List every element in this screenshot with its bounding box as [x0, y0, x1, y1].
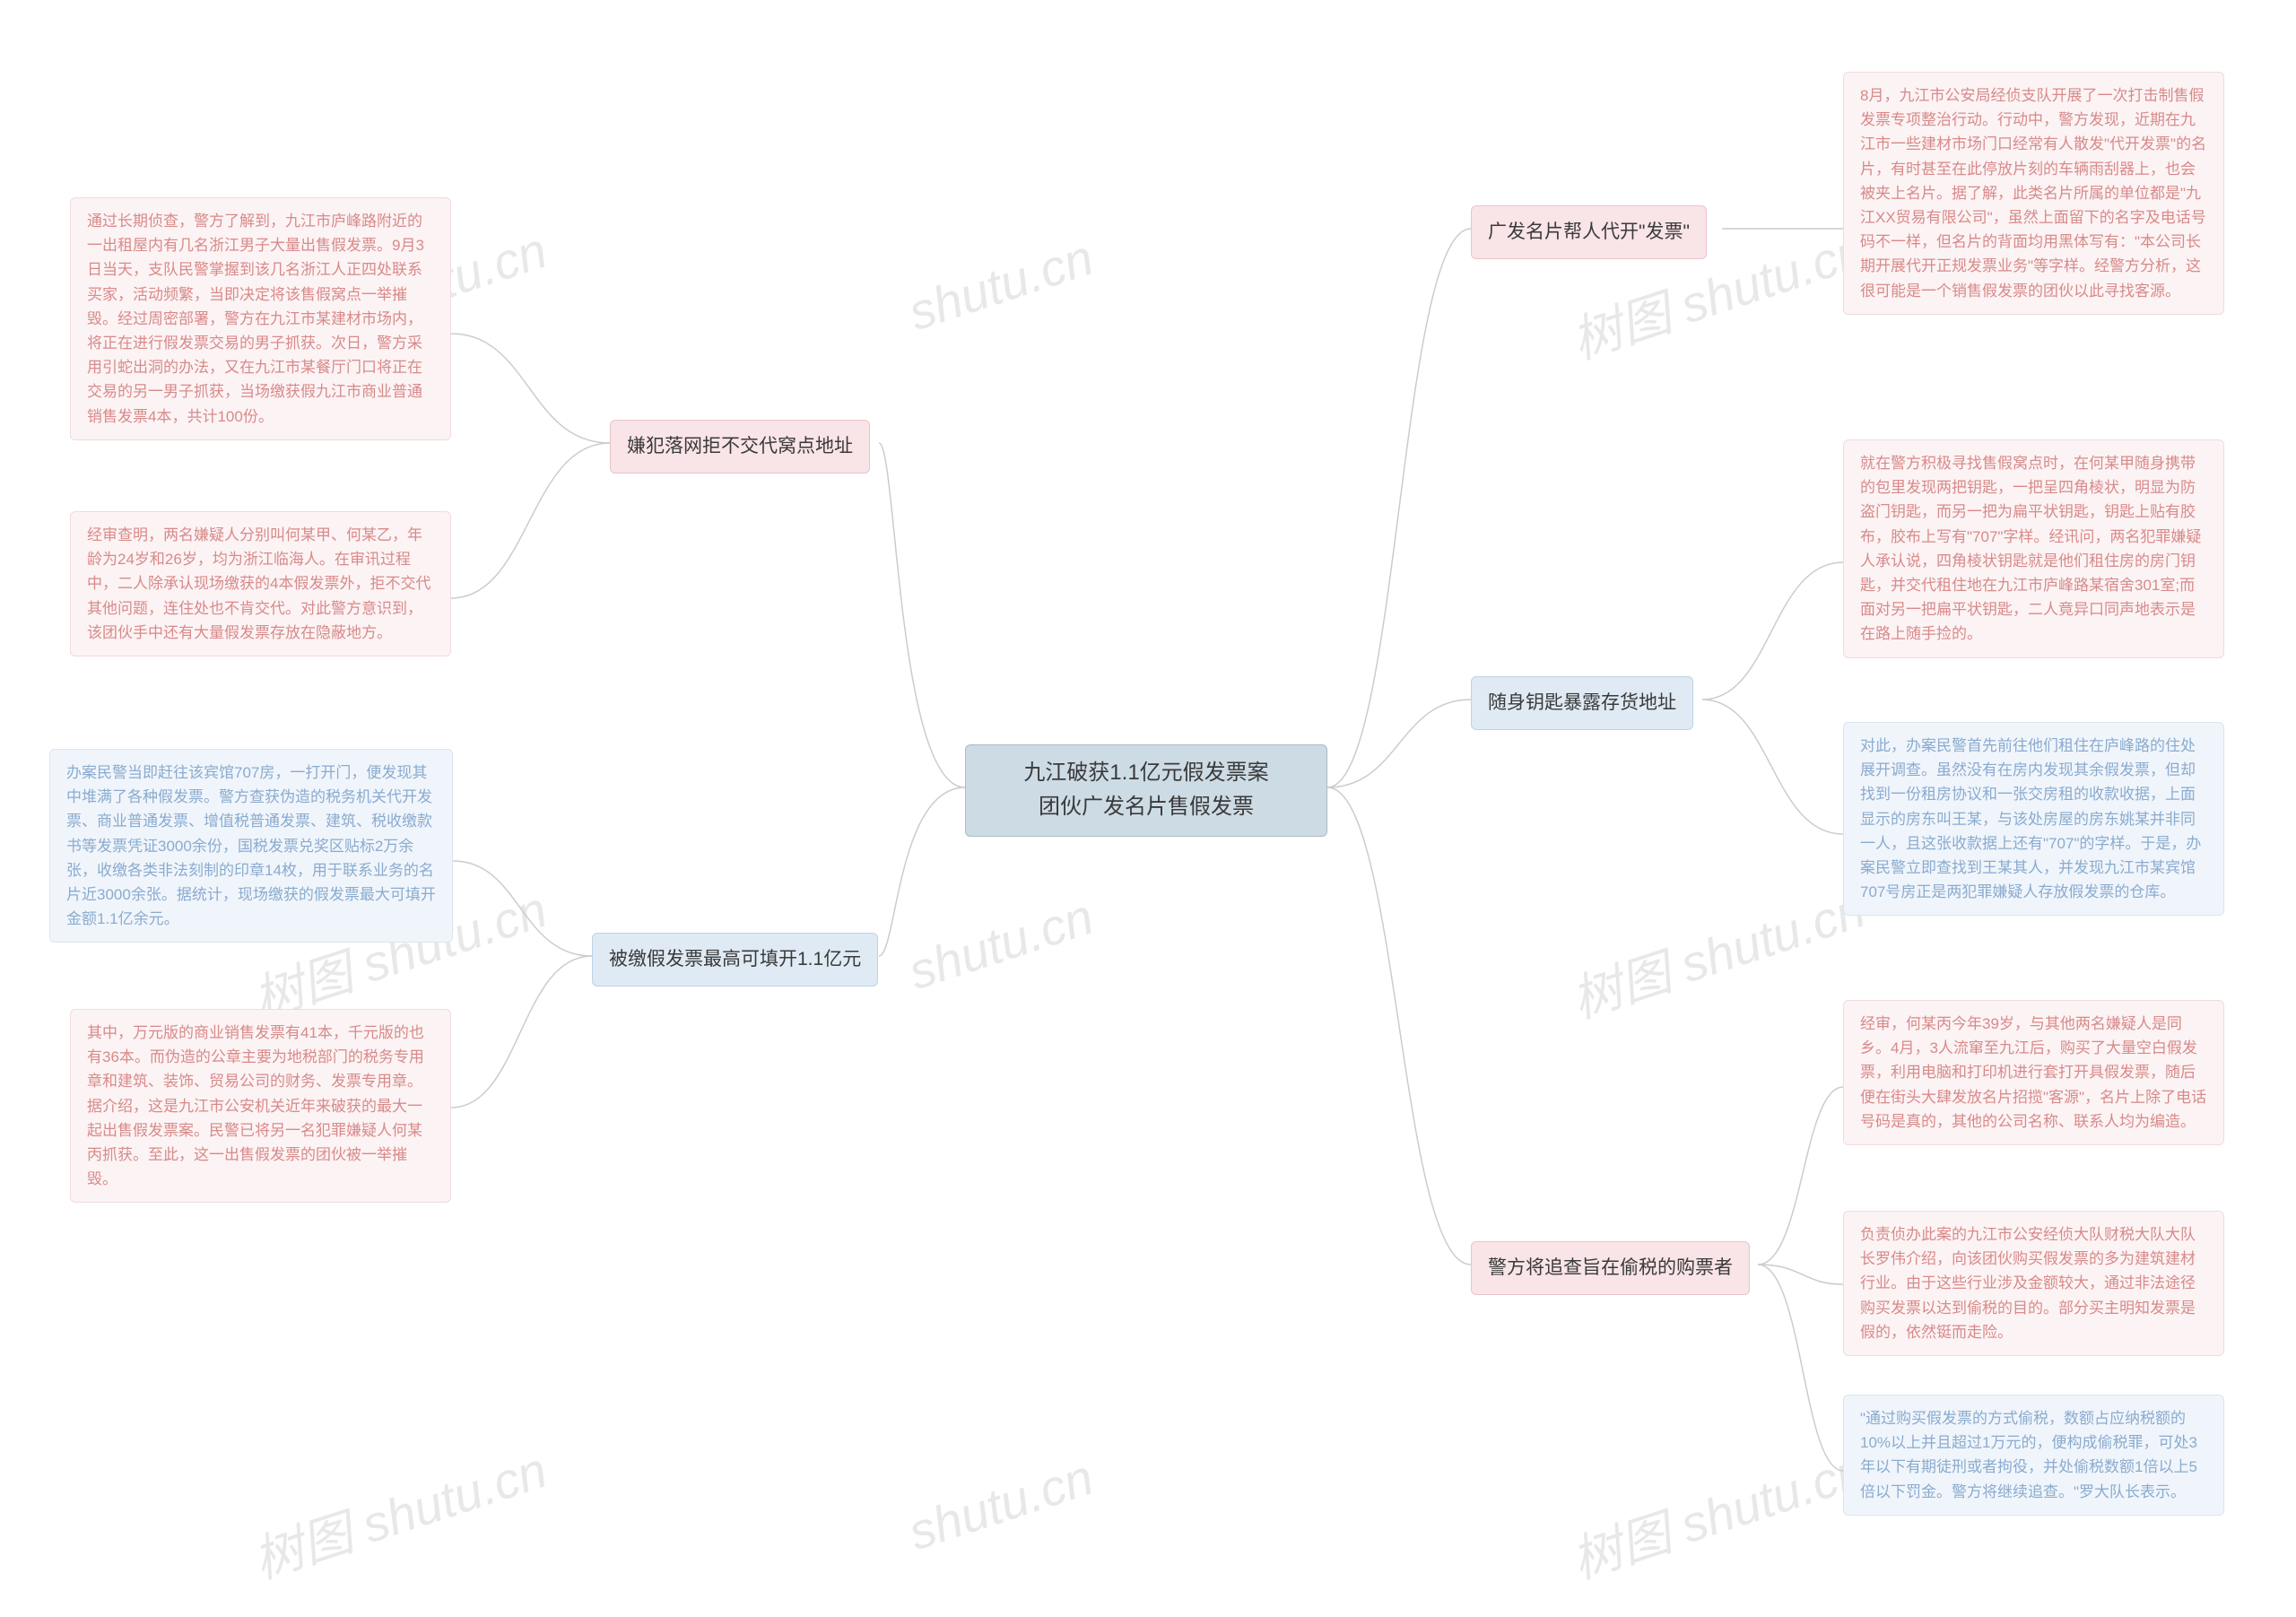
detail-d5: 负责侦办此案的九江市公安经侦大队财税大队大队长罗伟介绍，向该团伙购买假发票的多为… [1843, 1211, 2224, 1356]
watermark: 树图 shutu.cn [1561, 1430, 1874, 1594]
detail-d8: 经审查明，两名嫌疑人分别叫何某甲、何某乙，年龄为24岁和26岁，均为浙江临海人。… [70, 511, 451, 656]
watermark: 树图 shutu.cn [243, 1430, 555, 1594]
detail-d3: 对此，办案民警首先前往他们租住在庐峰路的住处展开调查。虽然没有在房内发现其余假发… [1843, 722, 2224, 916]
watermark: shutu.cn [901, 1447, 1100, 1561]
detail-d4: 经审，何某丙今年39岁，与其他两名嫌疑人是同乡。4月，3人流窜至九江后，购买了大… [1843, 1000, 2224, 1145]
topic-t2: 随身钥匙暴露存货地址 [1471, 676, 1693, 730]
detail-d6: "通过购买假发票的方式偷税，数额占应纳税额的10%以上并且超过1万元的，便构成偷… [1843, 1395, 2224, 1516]
detail-d10: 其中，万元版的商业销售发票有41本，千元版的也有36本。而伪造的公章主要为地税部… [70, 1009, 451, 1203]
watermark: shutu.cn [901, 228, 1100, 342]
detail-d1: 8月，九江市公安局经侦支队开展了一次打击制售假发票专项整治行动。行动中，警方发现… [1843, 72, 2224, 315]
watermark: shutu.cn [901, 887, 1100, 1001]
detail-d7: 通过长期侦查，警方了解到，九江市庐峰路附近的一出租屋内有几名浙江男子大量出售假发… [70, 197, 451, 440]
topic-t3: 警方将追查旨在偷税的购票者 [1471, 1241, 1750, 1295]
center-node: 九江破获1.1亿元假发票案 团伙广发名片售假发票 [965, 744, 1327, 837]
detail-d2: 就在警方积极寻找售假窝点时，在何某甲随身携带的包里发现两把钥匙，一把呈四角棱状，… [1843, 439, 2224, 658]
watermark: 树图 shutu.cn [1561, 870, 1874, 1033]
topic-t5: 被缴假发票最高可填开1.1亿元 [592, 933, 878, 987]
detail-d9: 办案民警当即赶往该宾馆707房，一打开门，便发现其中堆满了各种假发票。警方查获伪… [49, 749, 453, 943]
topic-t4: 嫌犯落网拒不交代窝点地址 [610, 420, 870, 474]
topic-t1: 广发名片帮人代开"发票" [1471, 205, 1707, 259]
